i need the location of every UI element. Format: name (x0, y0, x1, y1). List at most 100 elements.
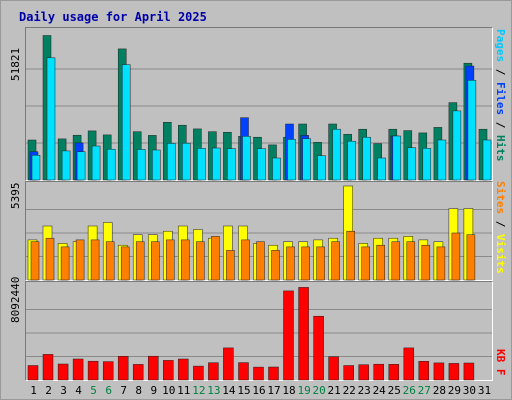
bar-pages (437, 139, 447, 181)
x-tick-label: 1 (30, 384, 37, 397)
bar-sites (151, 241, 160, 281)
bar-pages (136, 149, 146, 181)
bar-sites (45, 237, 55, 281)
bar-pages (212, 147, 221, 181)
x-tick-label: 11 (177, 384, 191, 397)
bar-sites (166, 239, 175, 281)
bar-kbytes (57, 363, 69, 381)
bar-kbytes (208, 362, 219, 381)
bar-kbytes (42, 354, 54, 381)
bar-sites (316, 246, 325, 281)
bar-pages (91, 145, 101, 181)
bar-kbytes (313, 315, 324, 381)
bar-kbytes (193, 365, 204, 381)
bar-kbytes (163, 360, 174, 381)
bar-sites (105, 241, 115, 281)
bar-sites (241, 239, 250, 281)
panel-visits-svg (26, 185, 492, 281)
bar-sites (376, 244, 385, 281)
bar-sites (451, 232, 461, 281)
x-tick-label: 9 (150, 384, 158, 397)
x-tick-label: 3 (60, 384, 67, 397)
bar-sites (226, 250, 235, 281)
x-tick-label: 14 (222, 384, 236, 397)
x-tick-label: 2 (45, 384, 52, 397)
bar-pages (61, 150, 71, 181)
bar-pages (76, 151, 86, 181)
bar-sites (181, 239, 190, 281)
x-tick-label: 7 (120, 384, 127, 397)
legend-files: Files (494, 82, 507, 116)
bar-pages (106, 148, 116, 181)
x-tick-label: 21 (327, 384, 341, 397)
bar-pages (272, 157, 281, 181)
bar-kbytes (72, 358, 84, 381)
bar-kbytes (102, 361, 114, 381)
bar-kbytes (253, 366, 264, 381)
x-tick-label: 28 (432, 384, 447, 397)
x-tick-label: 22 (342, 384, 356, 397)
x-tick-label: 8 (135, 384, 142, 397)
x-tick-label: 24 (372, 384, 386, 397)
bar-sites (286, 246, 295, 281)
x-tick-label: 27 (417, 384, 431, 397)
x-tick-label: 29 (447, 384, 462, 397)
bar-kbytes (268, 366, 279, 381)
x-tick-label: 31 (477, 384, 492, 397)
bar-sites (436, 246, 446, 281)
bar-kbytes (223, 347, 234, 381)
legend-sep: / (494, 62, 507, 82)
bar-pages (377, 157, 386, 181)
bar-pages (197, 148, 206, 181)
bar-sites (271, 250, 280, 281)
x-tick-label: 17 (267, 384, 281, 397)
legend-kbytes: KB F (494, 349, 507, 376)
bar-sites (30, 241, 40, 281)
middle-panel-max-label: 5395 (9, 182, 22, 210)
bar-pages (317, 155, 326, 181)
x-tick-label: 4 (75, 384, 82, 397)
bar-sites (391, 241, 401, 281)
bar-kbytes (433, 362, 445, 381)
bar-sites (196, 241, 205, 281)
chart-title: Daily usage for April 2025 (19, 10, 207, 24)
bar-pages (467, 80, 477, 181)
bar-pages (287, 139, 296, 181)
bar-kbytes (238, 362, 249, 381)
bar-pages (332, 128, 341, 181)
x-tick-label: 6 (105, 384, 112, 397)
x-tick-label: 12 (192, 384, 206, 397)
panel-kbytes (25, 281, 493, 381)
bar-pages (152, 149, 161, 181)
bar-pages (407, 147, 417, 181)
bar-kbytes (132, 364, 144, 381)
bar-kbytes (148, 355, 159, 381)
bottom-panel-legend: KB F (494, 349, 507, 376)
bar-pages (227, 148, 236, 181)
x-tick-label: 13 (207, 384, 221, 397)
bar-pages (392, 135, 402, 181)
bar-sites (211, 236, 220, 281)
x-tick-label: 16 (252, 384, 266, 397)
bar-kbytes (283, 290, 294, 381)
bar-sites (421, 244, 431, 281)
legend-pages: Pages (494, 29, 507, 63)
x-tick-label: 19 (297, 384, 311, 397)
legend-sites: Sites (494, 181, 507, 215)
legend-sep: / (494, 214, 507, 234)
x-tick-label: 10 (162, 384, 176, 397)
bar-pages (31, 154, 41, 181)
panel-hits-svg (26, 35, 492, 181)
bar-pages (46, 57, 56, 181)
bar-pages (452, 110, 462, 181)
bar-pages (347, 140, 356, 181)
bar-sites (361, 246, 370, 281)
bar-kbytes (328, 356, 339, 381)
x-tick-label: 5 (90, 384, 97, 397)
bar-sites (406, 241, 416, 281)
x-axis-labels: 1 2 3 4 5 6 7 8 9 10 11 12 13 14 15 16 17 18 19 20 21 22 23 24 2… (26, 384, 492, 398)
bar-kbytes (87, 360, 99, 381)
bar-sites (466, 234, 476, 281)
legend-visits: Visits (494, 234, 507, 274)
